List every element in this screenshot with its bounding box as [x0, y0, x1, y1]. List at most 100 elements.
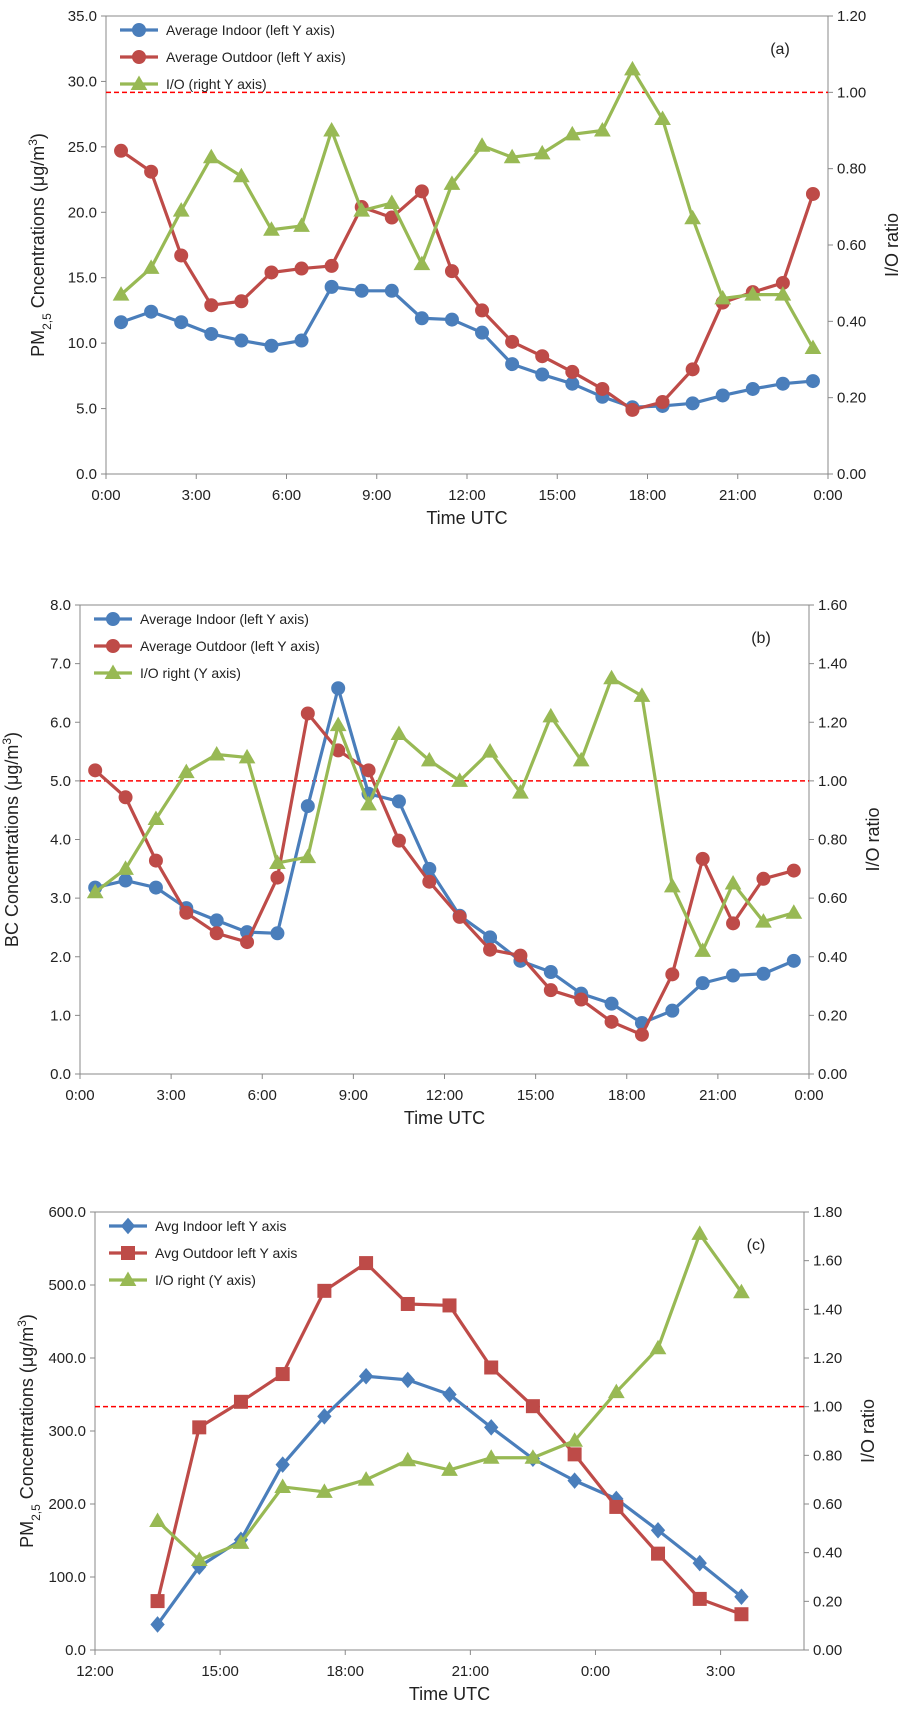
- y2-tick-label: 0.20: [837, 390, 866, 407]
- marker: [441, 1461, 458, 1476]
- y-axis-title-part: 2,5: [40, 313, 54, 330]
- marker: [625, 402, 640, 417]
- marker: [234, 294, 249, 309]
- marker: [383, 194, 401, 210]
- marker: [484, 1419, 499, 1436]
- marker: [118, 790, 133, 805]
- y-tick-label: 1.0: [50, 1007, 71, 1024]
- marker: [663, 877, 681, 893]
- y-axis-title-part: 3: [26, 139, 40, 146]
- x-tick-label: 21:00: [719, 487, 757, 504]
- marker: [785, 904, 803, 919]
- series-line: [156, 1261, 742, 1616]
- marker: [535, 367, 550, 382]
- x-tick-label: 0:00: [813, 487, 842, 504]
- marker: [607, 1383, 625, 1399]
- y-tick-label: 300.0: [48, 1423, 86, 1440]
- marker: [204, 326, 219, 341]
- marker: [114, 143, 129, 158]
- marker: [275, 1367, 290, 1382]
- marker: [354, 283, 369, 298]
- marker: [805, 374, 820, 389]
- y2-axis-title: I/O ratio: [882, 213, 902, 277]
- x-tick-label: 9:00: [339, 1087, 368, 1104]
- x-tick-label: 18:00: [629, 487, 667, 504]
- marker: [269, 854, 286, 869]
- y2-tick-label: 0.20: [813, 1593, 842, 1610]
- x-tick-label: 15:00: [538, 487, 576, 504]
- marker: [202, 148, 220, 164]
- marker: [150, 1616, 165, 1633]
- y2-tick-label: 0.40: [818, 949, 847, 966]
- y-tick-label: 35.0: [68, 8, 97, 25]
- marker: [293, 217, 310, 232]
- marker: [359, 1256, 374, 1271]
- y2-tick-label: 1.80: [813, 1204, 842, 1221]
- marker: [483, 930, 498, 945]
- y-tick-label: 2.0: [50, 949, 71, 966]
- marker: [172, 202, 190, 217]
- marker: [691, 1225, 709, 1240]
- legend-label: Avg Indoor left Y axis: [155, 1218, 287, 1234]
- y-axis-title-part: ): [28, 133, 48, 139]
- marker: [692, 1554, 707, 1572]
- y2-tick-label: 1.00: [818, 773, 847, 790]
- marker: [144, 164, 159, 179]
- series-line: [120, 149, 815, 412]
- legend-swatch-marker: [130, 75, 148, 90]
- y-axis-title-part: PM: [17, 1521, 37, 1548]
- marker: [567, 1472, 582, 1489]
- marker: [444, 264, 459, 279]
- marker: [414, 311, 429, 326]
- x-tick-label: 12:00: [76, 1663, 114, 1680]
- marker: [665, 967, 680, 982]
- marker: [775, 376, 790, 391]
- marker: [654, 110, 671, 126]
- marker: [786, 863, 801, 878]
- marker: [565, 364, 580, 379]
- y2-axis-title: I/O ratio: [858, 1399, 878, 1463]
- marker: [604, 1014, 619, 1029]
- x-tick-label: 21:00: [699, 1087, 737, 1104]
- marker: [148, 880, 163, 895]
- x-tick-label: 0:00: [794, 1087, 823, 1104]
- marker: [117, 860, 134, 875]
- marker: [420, 751, 438, 767]
- y-tick-label: 100.0: [48, 1569, 86, 1586]
- legend-swatch-marker: [120, 1217, 136, 1235]
- marker: [604, 996, 619, 1011]
- series-line: [94, 711, 795, 1037]
- marker: [316, 1483, 333, 1498]
- marker: [144, 304, 159, 319]
- marker: [147, 810, 165, 825]
- marker: [513, 948, 528, 963]
- marker: [452, 909, 467, 924]
- marker: [649, 1339, 667, 1355]
- marker: [503, 148, 521, 164]
- x-tick-label: 15:00: [201, 1663, 239, 1680]
- legend-swatch-marker: [106, 639, 120, 653]
- y-tick-label: 25.0: [68, 139, 97, 156]
- marker: [684, 209, 701, 225]
- y2-tick-label: 1.20: [813, 1350, 842, 1367]
- marker: [567, 1447, 582, 1462]
- marker: [179, 905, 194, 920]
- marker: [483, 942, 498, 957]
- legend-label: Average Indoor (left Y axis): [166, 22, 335, 38]
- x-axis-title: Time UTC: [404, 1108, 485, 1128]
- marker: [565, 376, 580, 391]
- series-line: [156, 1374, 743, 1626]
- marker: [505, 334, 520, 349]
- marker: [475, 303, 490, 318]
- y2-tick-label: 0.00: [837, 466, 866, 483]
- marker: [274, 1478, 292, 1493]
- x-tick-label: 12:00: [426, 1087, 464, 1104]
- marker: [595, 381, 610, 396]
- marker: [715, 388, 730, 403]
- y2-tick-label: 0.00: [813, 1642, 842, 1659]
- marker: [444, 312, 459, 327]
- marker: [714, 289, 732, 305]
- marker: [603, 669, 620, 685]
- marker: [114, 315, 129, 330]
- y-tick-label: 7.0: [50, 656, 71, 673]
